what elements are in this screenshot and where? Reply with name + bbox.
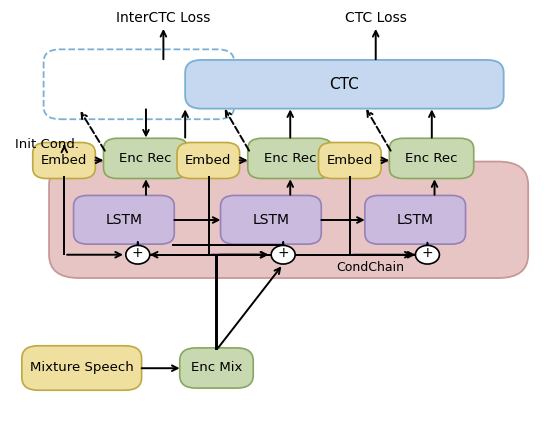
Text: Enc Rec: Enc Rec — [405, 152, 458, 165]
FancyBboxPatch shape — [365, 196, 465, 244]
Text: Mixture Speech: Mixture Speech — [30, 362, 134, 375]
FancyBboxPatch shape — [177, 142, 240, 178]
Text: LSTM: LSTM — [397, 213, 434, 227]
Text: LSTM: LSTM — [252, 213, 289, 227]
Circle shape — [271, 245, 295, 264]
Text: +: + — [277, 246, 289, 260]
Text: LSTM: LSTM — [106, 213, 142, 227]
FancyBboxPatch shape — [74, 196, 174, 244]
FancyBboxPatch shape — [103, 138, 188, 178]
Text: InterCTC Loss: InterCTC Loss — [116, 11, 211, 24]
Text: Embed: Embed — [327, 154, 373, 167]
FancyBboxPatch shape — [318, 142, 381, 178]
Text: Embed: Embed — [185, 154, 232, 167]
Text: Enc Mix: Enc Mix — [191, 362, 242, 375]
FancyBboxPatch shape — [180, 348, 253, 388]
Text: Enc Rec: Enc Rec — [119, 152, 172, 165]
Text: CTC Loss: CTC Loss — [345, 11, 406, 24]
FancyBboxPatch shape — [221, 196, 321, 244]
Text: Init Cond.: Init Cond. — [15, 138, 79, 151]
FancyBboxPatch shape — [32, 142, 95, 178]
FancyBboxPatch shape — [185, 60, 504, 109]
Text: CTC: CTC — [329, 77, 359, 92]
Text: Embed: Embed — [41, 154, 87, 167]
Circle shape — [126, 245, 150, 264]
Text: Enc Rec: Enc Rec — [263, 152, 316, 165]
Circle shape — [415, 245, 439, 264]
FancyBboxPatch shape — [248, 138, 332, 178]
FancyBboxPatch shape — [49, 162, 528, 278]
FancyBboxPatch shape — [389, 138, 474, 178]
Text: +: + — [422, 246, 433, 260]
Text: +: + — [132, 246, 144, 260]
Text: CondChain: CondChain — [336, 261, 404, 274]
FancyBboxPatch shape — [22, 346, 141, 390]
